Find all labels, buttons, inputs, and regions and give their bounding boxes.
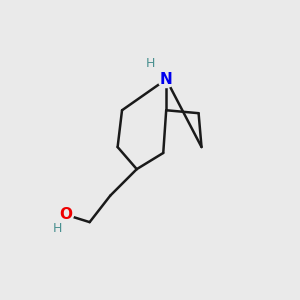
Text: N: N [160,72,172,87]
Text: H: H [145,57,155,70]
Text: O: O [60,207,73,222]
Text: H: H [52,222,62,236]
Circle shape [59,207,74,222]
Circle shape [158,71,174,88]
